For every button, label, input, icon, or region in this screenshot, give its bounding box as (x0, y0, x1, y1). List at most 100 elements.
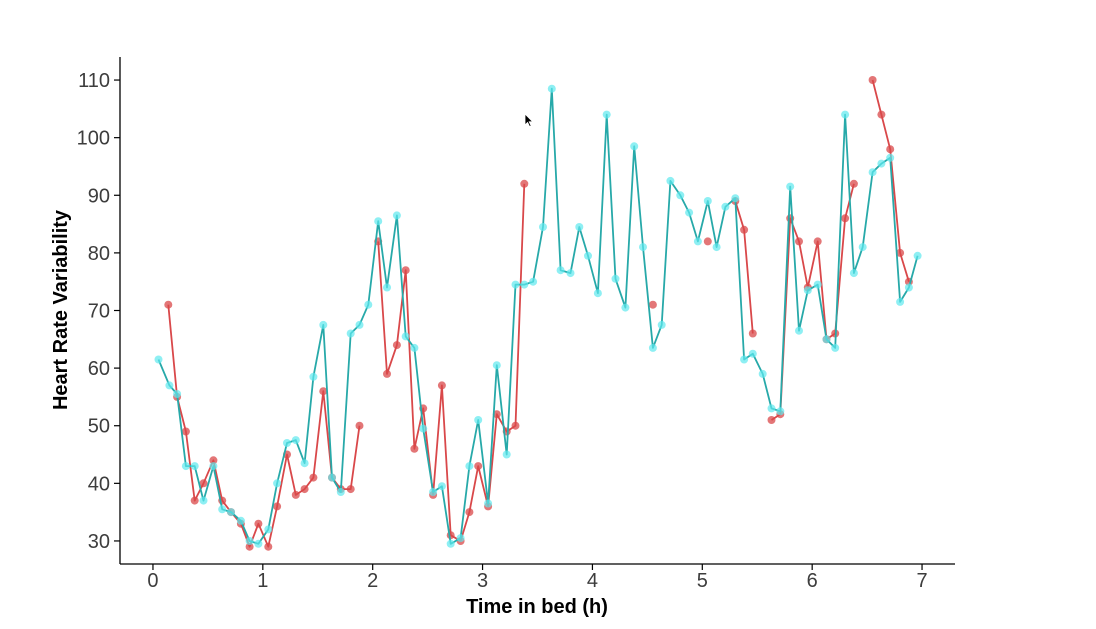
data-point (492, 410, 501, 419)
data-point (410, 343, 419, 352)
data-point (776, 407, 785, 416)
data-point (849, 179, 858, 188)
data-point (731, 194, 740, 203)
x-axis-ticks: 0 1 2 3 4 5 6 7 (147, 564, 928, 592)
data-point (336, 488, 345, 496)
data-point (410, 444, 419, 453)
data-point (648, 343, 657, 352)
data-point (657, 320, 666, 329)
data-point (841, 110, 850, 119)
data-point (849, 269, 858, 278)
data-point (648, 300, 657, 309)
data-point (401, 332, 410, 341)
data-point (630, 142, 639, 151)
data-point (758, 369, 767, 378)
y-tick-label: 50 (88, 416, 110, 438)
data-point (273, 502, 282, 511)
data-point (877, 159, 886, 168)
x-tick-label: 6 (807, 570, 818, 592)
data-point (593, 289, 602, 298)
y-axis-ticks: 30 40 50 60 70 80 90 100 110 (77, 70, 120, 553)
data-point (767, 404, 776, 413)
data-point (346, 329, 355, 338)
data-point (520, 179, 529, 188)
data-point (154, 355, 163, 364)
data-point (227, 508, 235, 517)
x-tick-label: 0 (147, 570, 158, 592)
data-point (584, 251, 592, 260)
data-point (446, 539, 455, 548)
data-point (566, 269, 575, 278)
data-point (309, 473, 318, 482)
data-point (300, 485, 309, 494)
data-point (165, 381, 174, 390)
x-tick-label: 7 (916, 570, 927, 592)
data-point (896, 248, 905, 257)
series-line (157, 87, 919, 545)
data-point (199, 479, 208, 488)
data-point (190, 462, 199, 471)
data-point (291, 436, 300, 445)
data-point (465, 462, 474, 471)
x-tick-label: 5 (697, 570, 708, 592)
data-point (283, 439, 291, 447)
y-tick-label: 100 (77, 128, 110, 150)
data-point (319, 320, 328, 329)
data-point (181, 427, 190, 436)
data-point (355, 320, 364, 329)
data-point (364, 300, 373, 309)
data-point (611, 274, 620, 283)
data-point (795, 326, 803, 335)
data-point (383, 283, 391, 292)
x-tick-label: 4 (587, 570, 598, 592)
data-point (474, 416, 483, 424)
data-point (748, 329, 757, 338)
x-axis-title: Time in bed (h) (466, 596, 608, 618)
y-tick-label: 70 (88, 301, 110, 323)
data-point (346, 485, 355, 494)
data-point (319, 387, 328, 396)
data-point (803, 286, 812, 295)
data-point (868, 76, 877, 84)
data-point (392, 341, 401, 350)
y-tick-label: 60 (88, 358, 110, 380)
data-point (291, 490, 300, 499)
data-point (868, 168, 877, 177)
data-point (795, 237, 803, 246)
data-point (300, 459, 309, 468)
data-point (218, 505, 227, 514)
data-point (419, 424, 428, 433)
series-2 (154, 84, 922, 548)
data-point (328, 473, 336, 482)
data-point (254, 539, 263, 548)
x-tick-label: 1 (257, 570, 268, 592)
data-point (484, 499, 493, 508)
y-tick-label: 110 (78, 70, 110, 92)
data-point (539, 223, 547, 231)
data-point (401, 266, 410, 275)
data-point (685, 208, 694, 217)
plot-area (154, 76, 922, 551)
data-point (886, 153, 895, 162)
data-point (511, 280, 520, 289)
data-point (437, 482, 446, 491)
data-point (190, 496, 199, 505)
data-point (813, 280, 822, 289)
data-point (721, 202, 730, 211)
data-point (602, 110, 611, 119)
data-point (429, 488, 438, 496)
data-point (355, 421, 364, 430)
data-point (703, 197, 712, 205)
data-point (786, 182, 795, 191)
data-point (877, 110, 886, 119)
data-point (748, 349, 757, 358)
data-point (547, 84, 556, 93)
data-point (740, 355, 749, 364)
data-point (904, 283, 913, 292)
data-point (164, 300, 173, 309)
data-point (209, 462, 218, 471)
data-point (520, 280, 529, 289)
data-point (575, 223, 584, 231)
data-point (245, 542, 254, 551)
